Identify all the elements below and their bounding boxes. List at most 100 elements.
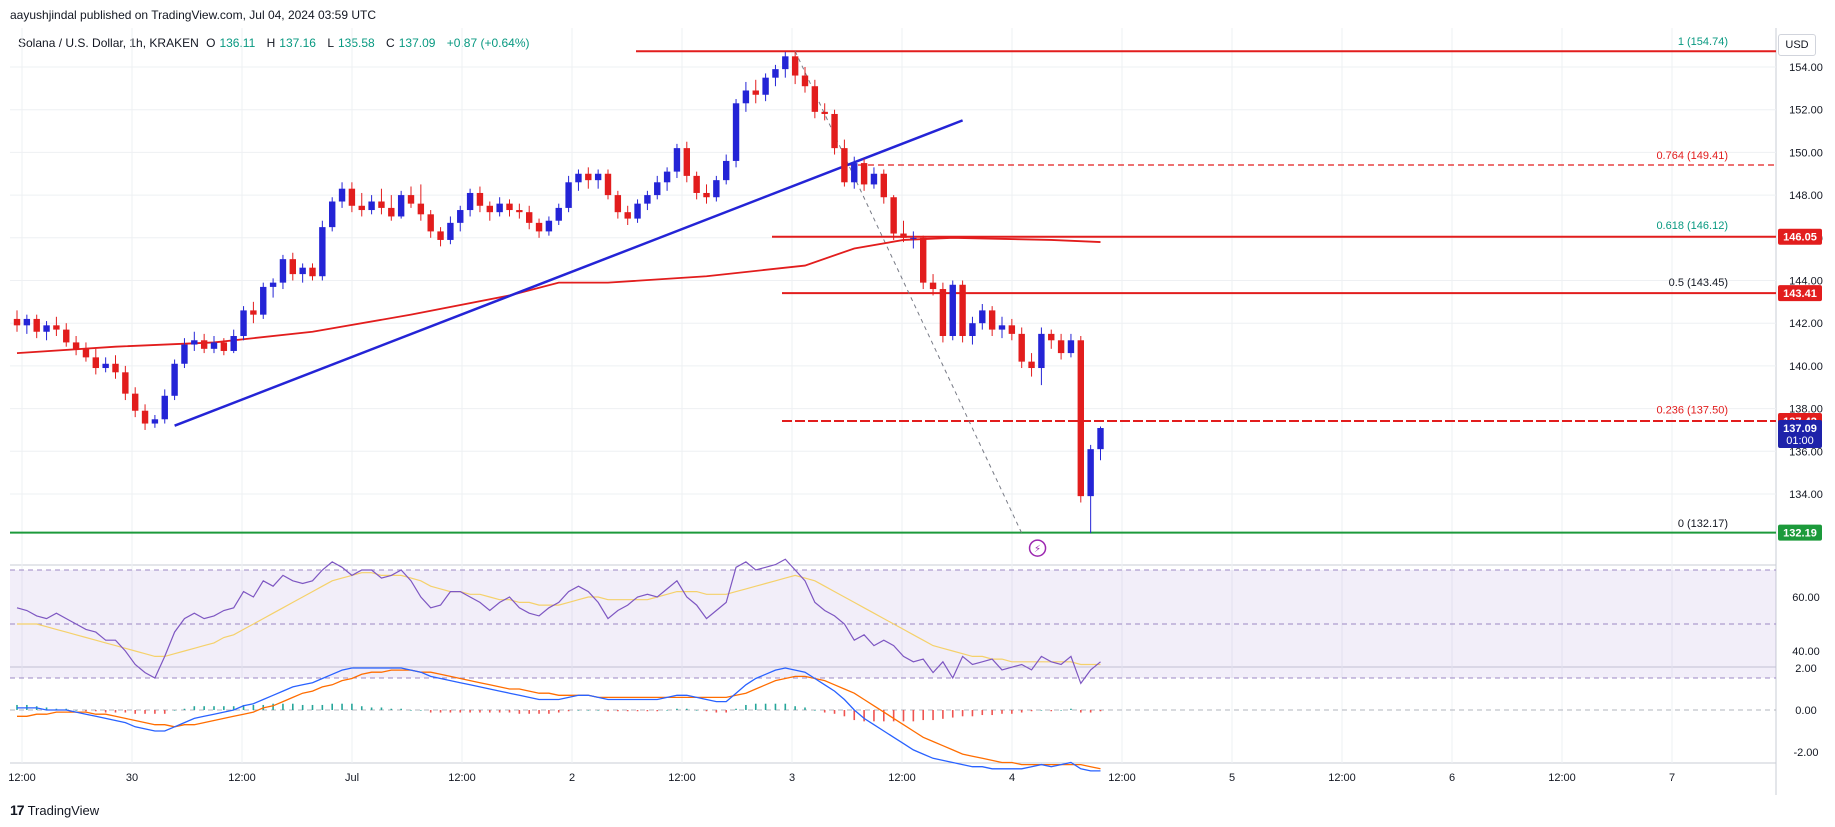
price-axis-label: 154.00 — [1789, 62, 1823, 74]
macd-histogram-bar — [804, 707, 806, 710]
price-axis-label: 136.00 — [1789, 446, 1823, 458]
candle-body — [939, 289, 947, 337]
macd-histogram-bar — [991, 710, 993, 716]
macd-histogram-bar — [360, 706, 363, 710]
symbol-title[interactable]: Solana / U.S. Dollar, 1h, KRAKEN — [18, 36, 199, 50]
candle-body — [53, 325, 60, 330]
time-axis-label: 6 — [1449, 772, 1455, 784]
time-axis-label: 7 — [1669, 772, 1675, 784]
candle-body — [979, 310, 986, 324]
macd-histogram-bar — [479, 710, 481, 713]
macd-histogram-bar — [144, 710, 146, 714]
macd-histogram-bar — [173, 710, 176, 711]
candle-body — [43, 325, 50, 332]
price-tag-countdown: 01:00 — [1786, 435, 1814, 447]
currency-button[interactable]: USD — [1778, 34, 1816, 56]
chart-canvas[interactable]: 1 (154.74) 0.764 (149.41) 0.618 (146.12) 0.… — [0, 0, 1835, 795]
macd-histogram-bar — [331, 703, 333, 710]
candle-body — [72, 342, 80, 349]
macd-histogram-bar — [232, 706, 235, 710]
macd-histogram-bar — [912, 710, 915, 722]
macd-histogram-bar — [981, 710, 984, 716]
time-axis-label: 2 — [569, 772, 575, 784]
macd-histogram-bar — [469, 710, 471, 713]
candle-body — [329, 201, 336, 228]
macd-histogram-bar — [1060, 710, 1062, 711]
candle-body — [851, 163, 858, 183]
rsi-axis-label: 60.00 — [1792, 592, 1820, 604]
candle-body — [1067, 340, 1075, 354]
candle-body — [634, 203, 641, 219]
macd-histogram-bar — [1070, 708, 1072, 710]
macd-histogram-bar — [45, 707, 48, 710]
price-axis-label: 142.00 — [1789, 318, 1823, 330]
macd-histogram-bar — [626, 710, 629, 712]
tradingview-logo-icon: 17 — [10, 802, 25, 818]
candle-body — [427, 214, 434, 232]
macd-histogram-bar — [863, 710, 865, 722]
macd-histogram-bar — [154, 710, 156, 714]
candle-body — [713, 180, 720, 198]
macd-histogram-bar — [774, 703, 777, 710]
candle-body — [476, 192, 484, 206]
macd-histogram-bar — [528, 710, 530, 714]
rsi-ma-line — [17, 572, 1101, 666]
macd-histogram-bar — [124, 710, 127, 713]
candle-body — [161, 395, 168, 420]
price-axis-label: 140.00 — [1789, 361, 1823, 373]
candle-body — [594, 173, 602, 181]
macd-histogram-bar — [1040, 710, 1043, 711]
candle-body — [151, 419, 159, 424]
macd-histogram-bar — [223, 706, 225, 710]
macd-histogram-bar — [656, 710, 659, 712]
price-tag-box — [1778, 228, 1822, 245]
candle-body — [654, 182, 661, 196]
macd-histogram-bar — [380, 707, 383, 710]
macd-histogram-bar — [1050, 710, 1053, 712]
macd-histogram-bar — [301, 704, 304, 710]
macd-histogram-bar — [439, 710, 442, 713]
macd-histogram-bar — [183, 708, 186, 710]
candle-body — [417, 203, 425, 215]
macd-axis-label: -2.00 — [1793, 747, 1818, 759]
price-change: +0.87 (+0.64%) — [446, 36, 530, 50]
candle-body — [949, 284, 956, 337]
ohlc-high: H 137.16 — [266, 36, 316, 50]
candle-body — [1008, 325, 1016, 334]
tradingview-logo[interactable]: 17 TradingView — [10, 802, 99, 818]
ohlc-close: C 137.09 — [386, 36, 436, 50]
candle-body — [338, 188, 346, 202]
indicator-lines — [16, 558, 1102, 772]
macd-axis-label: 0.00 — [1795, 705, 1816, 717]
candle-body — [1028, 361, 1035, 369]
macd-histogram-bar — [193, 706, 196, 710]
candle-body — [1048, 333, 1055, 341]
candle-body — [860, 163, 868, 185]
time-axis[interactable]: 12:00 30 12:00 Jul 12:00 2 12:00 3 12:00 4 12:00 5 1… — [8, 772, 1675, 784]
macd-histogram-bar — [1030, 710, 1033, 712]
candle-body — [102, 363, 109, 369]
grid-lines — [10, 28, 1777, 795]
macd-axis-label: 2.00 — [1795, 663, 1816, 675]
price-axis[interactable]: 134.00136.00138.00140.00142.00144.00146.… — [1789, 62, 1823, 759]
candle-body — [723, 160, 730, 181]
macd-histogram-bar — [390, 708, 393, 710]
candle-body — [269, 282, 277, 287]
macd-histogram-bar — [341, 703, 343, 710]
macd-histogram-bar — [282, 703, 284, 710]
macd-histogram-bar — [321, 704, 324, 710]
candle-body — [988, 310, 996, 330]
time-axis-label: 12:00 — [888, 772, 916, 784]
time-axis-label: 12:00 — [1328, 772, 1356, 784]
publisher-line: aayushjindal published on TradingView.co… — [10, 8, 377, 22]
macd-histogram-bar — [242, 704, 245, 710]
candle-body — [1077, 340, 1084, 497]
fib-label: 0.764 (149.41) — [1656, 150, 1728, 162]
macd-histogram-bar — [1099, 710, 1102, 712]
candle-body — [141, 410, 149, 424]
time-axis-label: 30 — [126, 772, 138, 784]
candle-body — [791, 56, 799, 76]
macd-histogram-bar — [961, 710, 964, 717]
candle-body — [545, 220, 553, 232]
